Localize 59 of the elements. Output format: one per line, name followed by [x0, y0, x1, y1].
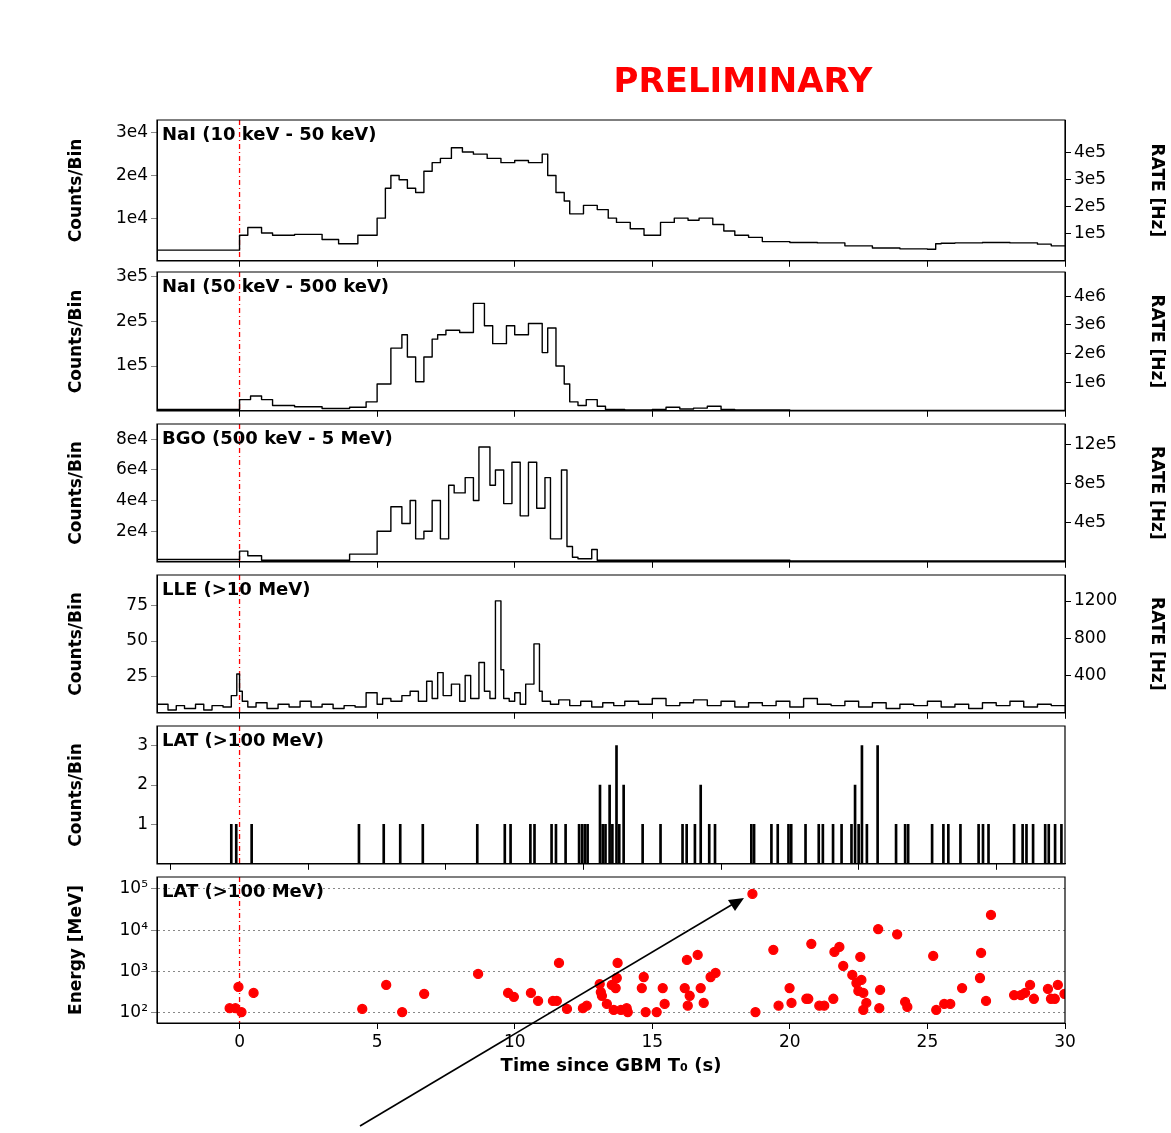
- chart-title: PRELIMINARY: [612, 60, 874, 100]
- y-tick-label: 3: [137, 734, 148, 755]
- y2-axis-title: RATE [Hz]: [1148, 294, 1169, 389]
- y2-tick-label: 12e5: [1074, 432, 1117, 453]
- y-tick-label: 1: [137, 812, 148, 833]
- y2-axis-title: RATE [Hz]: [1148, 446, 1169, 540]
- x-axis-title: Time since GBM T₀ (s): [500, 1053, 722, 1075]
- y-axis-title: Counts/Bin: [64, 289, 85, 394]
- y-tick-label: 10⁴: [119, 918, 149, 939]
- y2-tick-label: 2e5: [1074, 195, 1107, 216]
- y-tick-label: 6e4: [115, 458, 148, 479]
- y-tick-label: 1e4: [115, 206, 148, 227]
- y-axis-title: Energy [MeV]: [64, 885, 85, 1015]
- y-tick-label: 25: [126, 665, 148, 686]
- y-tick-label: 10³: [119, 960, 148, 981]
- y2-tick-label: 3e6: [1074, 313, 1107, 334]
- y-tick-label: 3e5: [115, 264, 148, 285]
- y-tick-label: 8e4: [115, 427, 148, 448]
- y2-axis-title: RATE [Hz]: [1148, 143, 1169, 238]
- x-tick-label: 20: [779, 1030, 801, 1051]
- annotation: LLE (>10 MeV): [162, 577, 311, 599]
- y2-tick-label: 4e5: [1074, 140, 1107, 161]
- y-tick-label: 1e5: [115, 354, 148, 375]
- x-tick-label: 10: [503, 1030, 526, 1051]
- y-tick-label: 10²: [119, 1001, 148, 1022]
- y-tick-label: 10⁵: [119, 877, 148, 898]
- y2-tick-label: 4e5: [1074, 511, 1107, 532]
- annotation: NaI (10 keV - 50 keV): [162, 122, 377, 144]
- y-tick-label: 3e4: [115, 121, 148, 142]
- x-tick-label: 25: [916, 1030, 939, 1051]
- y-axis-title: Counts/Bin: [64, 138, 85, 243]
- y2-tick-label: 1200: [1074, 589, 1118, 610]
- annotation: LAT (>100 MeV): [162, 879, 324, 901]
- y2-tick-label: 3e5: [1074, 167, 1107, 188]
- annotation: NaI (50 keV - 500 keV): [162, 274, 390, 296]
- y2-tick-label: 1e6: [1074, 370, 1107, 391]
- y-axis-title: Counts/Bin: [64, 592, 85, 696]
- y2-tick-label: 800: [1074, 626, 1107, 647]
- y2-tick-label: 8e5: [1074, 472, 1107, 493]
- y2-tick-label: 4e6: [1074, 284, 1107, 305]
- x-tick-label: 30: [1054, 1030, 1076, 1051]
- x-tick-label: 0: [234, 1030, 245, 1051]
- y2-tick-label: 400: [1074, 663, 1107, 684]
- y-axis-title: Counts/Bin: [64, 441, 85, 545]
- x-tick-label: 5: [371, 1030, 383, 1051]
- annotation: LAT (>100 MeV): [162, 728, 324, 750]
- y-tick-label: 2: [137, 773, 148, 794]
- y-tick-label: 2e4: [115, 163, 148, 184]
- y2-tick-label: 1e5: [1074, 222, 1107, 243]
- y-tick-label: 2e5: [115, 309, 148, 330]
- x-tick-label: 15: [641, 1030, 664, 1051]
- y-tick-label: 75: [126, 593, 148, 614]
- y2-tick-label: 2e6: [1074, 341, 1107, 362]
- y2-axis-title: RATE [Hz]: [1148, 597, 1169, 691]
- y-tick-label: 50: [126, 629, 148, 650]
- annotation: BGO (500 keV - 5 MeV): [162, 426, 393, 448]
- y-tick-label: 2e4: [115, 519, 148, 540]
- y-tick-label: 4e4: [115, 488, 148, 509]
- y-axis-title: Counts/Bin: [64, 743, 85, 847]
